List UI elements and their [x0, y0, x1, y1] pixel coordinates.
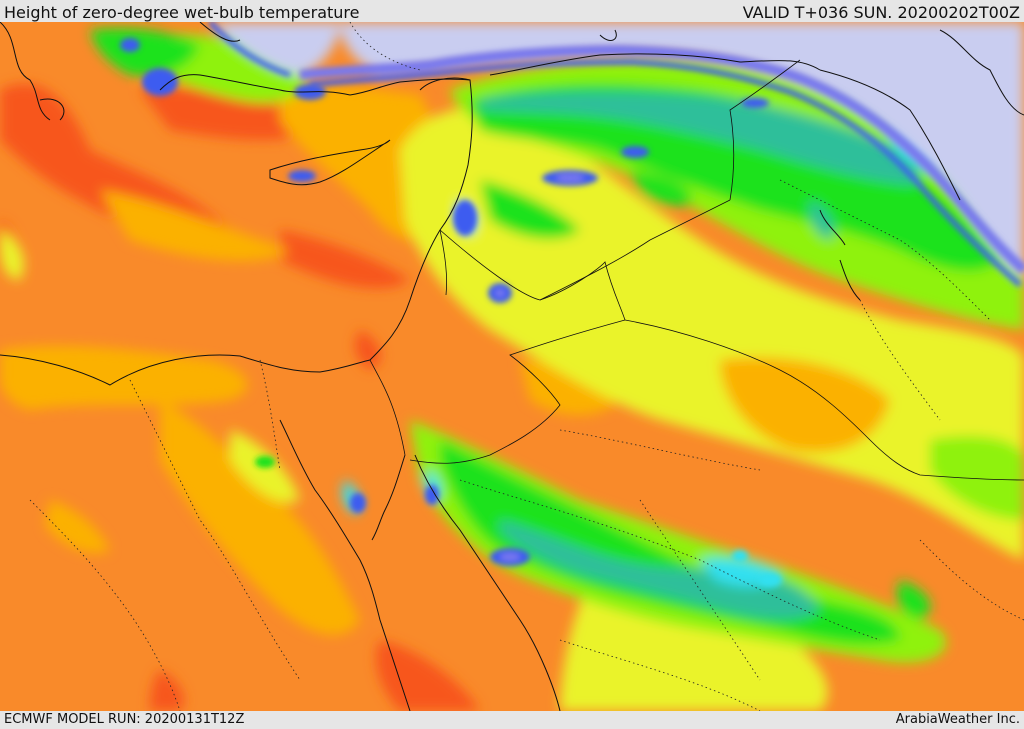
coastlines: [0, 22, 1024, 711]
country-borders: [369, 59, 1024, 481]
footer-bar: ECMWF MODEL RUN: 20200131T12Z ArabiaWeat…: [0, 711, 1024, 729]
model-run: ECMWF MODEL RUN: 20200131T12Z: [4, 712, 245, 727]
map-title: Height of zero-degree wet-bulb temperatu…: [4, 3, 360, 22]
header-bar: Height of zero-degree wet-bulb temperatu…: [0, 0, 1024, 22]
admin-borders: [29, 22, 1024, 711]
forecast-map[interactable]: [0, 22, 1024, 711]
credit: ArabiaWeather Inc.: [895, 712, 1020, 727]
field-contours: [208, 22, 1024, 287]
map-canvas: [0, 22, 1024, 711]
field-spots: [120, 38, 782, 587]
valid-time: VALID T+036 SUN. 20200202T00Z: [742, 3, 1020, 22]
